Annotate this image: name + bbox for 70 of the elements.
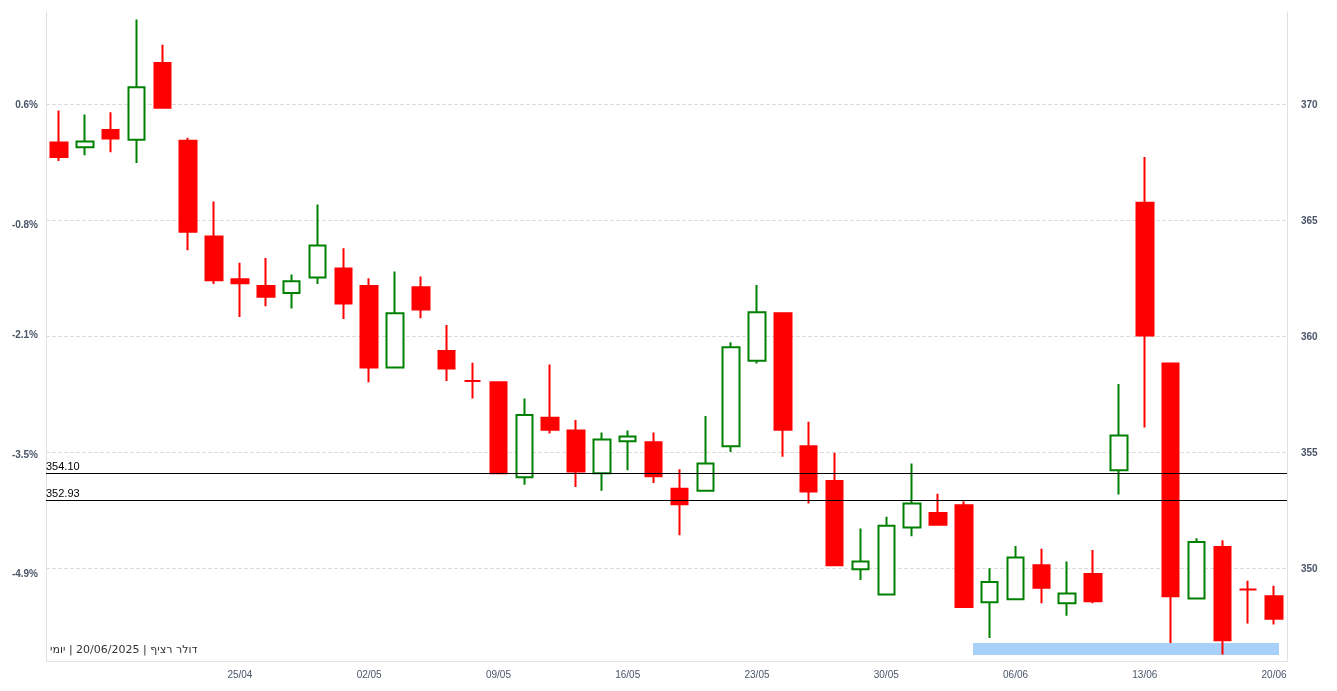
x-tick-label: 09/05 (485, 668, 512, 680)
x-tick-label: 25/04 (227, 668, 253, 680)
candlestick (696, 415, 715, 492)
x-tick-label: 20/06 (1261, 668, 1288, 680)
candlestick (825, 451, 844, 567)
candlestick (515, 397, 534, 486)
y-tick-label: 360 (1301, 331, 1319, 342)
candlestick (1109, 383, 1129, 496)
candlestick (773, 312, 793, 458)
candlestick (1006, 545, 1025, 601)
x-tick-label: 06/06 (1003, 668, 1029, 680)
candlestick (359, 277, 379, 384)
candlestick (540, 363, 560, 435)
candlestick (980, 567, 999, 640)
candlestick (204, 200, 224, 286)
ref-line-label: 352.93 (46, 486, 80, 499)
x-tick-label: 23/05 (744, 668, 770, 680)
candlestick (747, 284, 767, 365)
candlestick (799, 420, 818, 505)
candlestick (902, 462, 922, 538)
y-tick-label: 365 (1301, 215, 1319, 227)
candlestick (670, 468, 689, 537)
y-tick-label: 370 (1301, 99, 1319, 111)
candlestick (618, 429, 637, 472)
candlestick (230, 261, 250, 319)
candlestick (1083, 548, 1103, 605)
candlestick (1135, 156, 1155, 429)
y-tick-label: 350 (1301, 562, 1319, 574)
candlestick (1057, 560, 1077, 617)
candlestick (127, 18, 146, 164)
candlestick (954, 500, 974, 608)
y2-tick-label: -3.5% (11, 448, 39, 460)
candlestick (1161, 361, 1180, 644)
candlestick (566, 418, 586, 488)
candlestick (256, 256, 276, 308)
candlestick (153, 43, 172, 110)
candlestick (1238, 579, 1258, 625)
candlestick (411, 275, 431, 320)
candlestick (282, 273, 301, 310)
x-tick-label: 13/06 (1132, 668, 1158, 680)
candlestick (308, 203, 327, 286)
candlestick (1213, 539, 1232, 656)
candlestick (49, 109, 69, 163)
candlestick (928, 492, 948, 526)
y2-tick-label: -0.8% (11, 218, 39, 230)
candlestick (334, 247, 353, 321)
annotation: דולר רציף | 20/06/2025 | יומי (50, 643, 198, 656)
candlestick (721, 341, 741, 453)
candlestick (437, 323, 456, 382)
x-tick-label: 02/05 (356, 668, 383, 680)
y2-tick-label: -2.1% (11, 329, 39, 341)
y2-tick-label: 0.6% (15, 99, 39, 111)
candlestick (489, 381, 508, 476)
candlestick (385, 270, 405, 369)
candlestick (178, 136, 198, 252)
y-tick-label: 355 (1301, 446, 1319, 458)
candlestick (851, 527, 870, 581)
candlestick (75, 113, 95, 157)
candlestick (463, 361, 482, 400)
candlestick (644, 431, 663, 484)
candlestick (1187, 537, 1206, 600)
candlestick (1264, 584, 1284, 626)
x-tick-label: 30/05 (873, 668, 900, 680)
candlestick (101, 111, 120, 154)
x-tick-label: 16/05 (615, 668, 641, 680)
candlestick (1032, 547, 1051, 605)
candlestick (877, 515, 896, 596)
ref-line-label: 354.10 (46, 459, 80, 472)
candlestick (592, 431, 612, 492)
y2-tick-label: -4.9% (11, 567, 39, 579)
